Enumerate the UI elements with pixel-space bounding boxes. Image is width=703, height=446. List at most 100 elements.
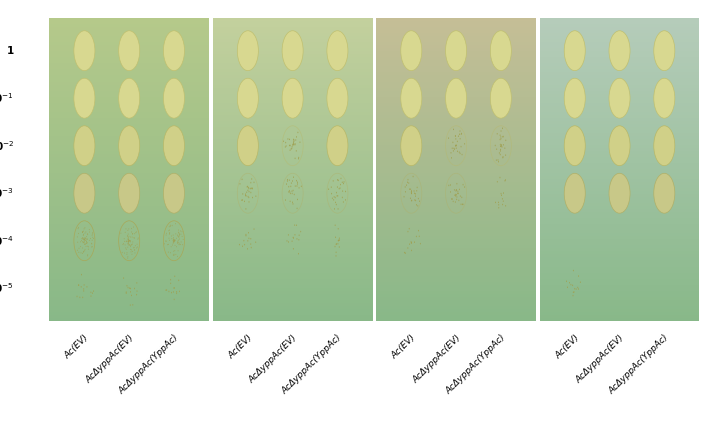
Circle shape <box>283 140 284 142</box>
Bar <box>212 224 373 227</box>
Circle shape <box>450 184 451 186</box>
Circle shape <box>460 133 462 135</box>
Circle shape <box>339 239 340 241</box>
Bar <box>49 75 209 78</box>
Circle shape <box>573 292 574 293</box>
Circle shape <box>609 78 630 118</box>
Circle shape <box>249 201 250 203</box>
Circle shape <box>461 132 462 134</box>
Bar <box>376 297 536 300</box>
Bar <box>49 154 209 157</box>
Circle shape <box>297 182 298 183</box>
Circle shape <box>290 148 292 150</box>
Circle shape <box>495 202 496 203</box>
Circle shape <box>456 198 457 200</box>
Bar <box>540 254 699 257</box>
Bar <box>49 109 209 112</box>
Bar <box>376 291 536 294</box>
Bar <box>212 221 373 224</box>
Circle shape <box>81 274 82 276</box>
Bar <box>212 257 373 260</box>
Circle shape <box>250 243 251 245</box>
Circle shape <box>245 194 246 196</box>
Bar <box>540 148 699 151</box>
Bar <box>540 39 699 42</box>
Circle shape <box>292 190 294 191</box>
Circle shape <box>502 204 503 205</box>
Circle shape <box>288 241 289 243</box>
Circle shape <box>497 181 498 182</box>
Circle shape <box>456 196 458 198</box>
Circle shape <box>243 240 245 241</box>
Circle shape <box>654 78 675 118</box>
Bar <box>376 42 536 45</box>
Bar <box>540 72 699 75</box>
Circle shape <box>401 78 422 118</box>
Circle shape <box>574 288 575 289</box>
Circle shape <box>248 197 250 198</box>
Circle shape <box>285 145 287 147</box>
Text: AcΔyppAc(EV): AcΔyppAc(EV) <box>247 333 299 385</box>
Bar <box>49 161 209 163</box>
Bar <box>212 94 373 97</box>
Bar <box>540 21 699 24</box>
Circle shape <box>404 252 405 253</box>
Circle shape <box>338 240 339 241</box>
Bar <box>49 166 209 169</box>
Bar <box>540 318 699 321</box>
Circle shape <box>499 152 500 154</box>
Bar <box>49 242 209 245</box>
Circle shape <box>413 190 415 192</box>
Circle shape <box>298 158 299 160</box>
Circle shape <box>409 188 410 190</box>
Bar <box>540 163 699 166</box>
Circle shape <box>420 243 421 244</box>
Bar <box>212 51 373 54</box>
Circle shape <box>127 287 129 289</box>
Bar <box>540 191 699 194</box>
Circle shape <box>419 200 420 202</box>
Bar <box>376 97 536 100</box>
Bar <box>540 273 699 276</box>
Circle shape <box>654 126 675 165</box>
Circle shape <box>453 148 454 149</box>
Bar <box>212 248 373 252</box>
Bar <box>212 136 373 139</box>
Bar <box>376 100 536 103</box>
Bar <box>212 264 373 267</box>
Bar <box>540 145 699 148</box>
Bar <box>49 60 209 63</box>
Bar <box>540 267 699 269</box>
Circle shape <box>410 198 411 199</box>
Bar <box>49 254 209 257</box>
Bar <box>49 276 209 279</box>
Circle shape <box>415 200 416 201</box>
Circle shape <box>411 200 412 202</box>
Bar <box>212 276 373 279</box>
Bar <box>376 48 536 51</box>
Circle shape <box>456 194 457 196</box>
Bar <box>540 279 699 282</box>
Bar <box>49 124 209 127</box>
Bar <box>49 72 209 75</box>
Circle shape <box>295 139 296 141</box>
Bar <box>376 276 536 279</box>
Bar <box>212 91 373 94</box>
Circle shape <box>293 139 294 140</box>
Circle shape <box>292 144 293 146</box>
Bar <box>376 30 536 33</box>
Bar <box>49 300 209 303</box>
Bar <box>212 154 373 157</box>
Bar <box>540 306 699 309</box>
Bar <box>49 148 209 151</box>
Circle shape <box>411 193 412 194</box>
Bar <box>540 130 699 133</box>
Bar <box>49 273 209 276</box>
Circle shape <box>498 161 499 162</box>
Bar <box>540 60 699 63</box>
Circle shape <box>338 240 340 241</box>
Bar <box>376 103 536 106</box>
Bar <box>540 227 699 230</box>
Bar <box>49 227 209 230</box>
Circle shape <box>345 190 346 192</box>
